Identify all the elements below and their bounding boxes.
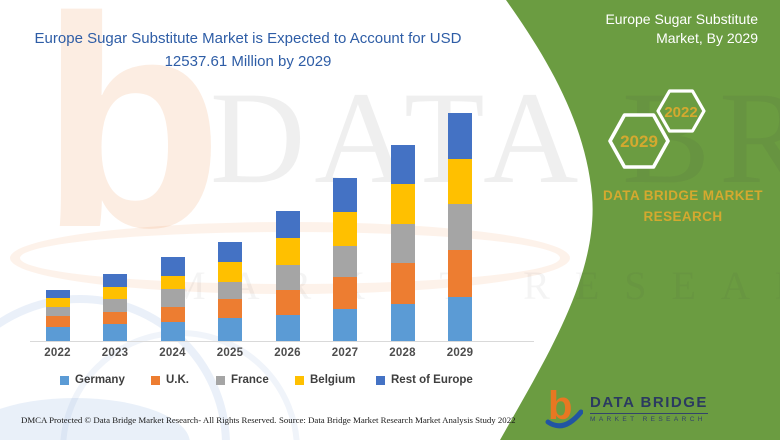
legend-item-rest-of-europe: Rest of Europe [376,371,473,389]
bar-segment-france [448,204,472,250]
x-axis-label-2022: 2022 [44,347,71,359]
bar-segment-u-k- [448,249,472,297]
bar-segment-rest-of-europe [390,145,415,185]
bar-segment-france [275,265,300,290]
bar-segment-belgium [275,238,300,266]
panel-brand-name: DATA BRIDGE MARKET RESEARCH [595,186,771,228]
bar-segment-belgium [45,298,70,307]
bar-segment-belgium [103,286,127,300]
dbmr-logo-name: DATA BRIDGE [590,393,708,411]
legend-swatch-icon [295,375,304,385]
bar-segment-france [390,224,415,263]
bar-segment-germany [448,296,472,341]
x-axis-label-2026: 2026 [274,347,301,359]
footer-source: Source: Data Bridge Market Research Mark… [279,415,516,425]
dbmr-logo-tagline: MARKET RESEARCH [590,413,708,423]
bar-2024 [160,256,185,341]
dbmr-logo: b DATA BRIDGE MARKET RESEARCH [545,386,708,432]
bar-segment-germany [333,308,357,341]
bar-segment-germany [390,303,415,341]
legend-swatch-icon [151,375,160,385]
x-axis-label-2024: 2024 [159,347,186,359]
x-axis-label-2027: 2027 [331,347,359,359]
hexagon-large-year-label: 2029 [620,132,658,151]
chart-legend: Germany U.K. France Belgium Rest of Europe [0,371,540,389]
bar-segment-germany [218,318,242,341]
legend-label: U.K. [166,374,189,386]
bar-segment-germany [160,321,185,341]
legend-swatch-icon [376,375,385,385]
bar-segment-belgium [160,275,185,290]
green-side-panel [500,0,780,440]
legend-swatch-icon [216,375,225,385]
legend-item-belgium: Belgium [295,371,355,389]
hexagon-small-year-label: 2022 [664,104,697,121]
panel-brand-line2: RESEARCH [643,208,723,224]
bar-2026 [275,211,300,341]
legend-label: Belgium [310,374,356,386]
x-axis-label-2028: 2028 [389,347,416,359]
bar-segment-rest-of-europe [103,273,127,287]
bar-segment-rest-of-europe [218,242,242,262]
bar-segment-u-k- [275,289,300,316]
bar-segment-germany [275,315,300,341]
legend-item-france: France [216,371,269,389]
bar-segment-rest-of-europe [275,211,300,239]
footer-copyright: DMCA Protected © Data Bridge Market Rese… [21,415,277,425]
bar-segment-france [218,281,242,299]
bar-segment-germany [103,323,127,341]
bar-segment-rest-of-europe [448,113,472,160]
x-axis-label-2023: 2023 [101,347,129,359]
bar-segment-u-k- [333,276,357,309]
bar-2027 [333,178,357,341]
bar-segment-france [45,307,70,316]
bar-segment-rest-of-europe [45,290,70,299]
bar-segment-germany [45,327,70,341]
chart-title: Europe Sugar Substitute Market is Expect… [34,30,462,71]
bar-segment-france [333,245,357,277]
bar-segment-rest-of-europe [333,178,357,212]
panel-heading: Europe Sugar Substitute Market, By 2029 [605,11,758,46]
bar-segment-u-k- [390,262,415,304]
green-panel-shape [500,0,780,440]
legend-label: Germany [75,374,125,386]
x-axis-labels: 2022 2023 2024 2025 2026 2027 2028 2029 [30,347,534,363]
bar-2023 [103,273,127,341]
bar-segment-belgium [333,211,357,246]
bar-segment-belgium [390,184,415,225]
bar-segment-france [160,289,185,307]
bar-2029 [448,113,472,341]
bar-segment-france [103,299,127,312]
legend-item-germany: Germany [60,371,125,389]
bar-segment-belgium [448,159,472,205]
legend-label: Rest of Europe [391,374,473,386]
bar-segment-u-k- [45,316,70,327]
legend-label: France [231,374,269,386]
bar-chart [30,85,534,342]
bar-segment-u-k- [103,312,127,324]
panel-brand-line1: DATA BRIDGE MARKET [603,188,763,203]
bar-segment-belgium [218,261,242,282]
bar-segment-u-k- [160,306,185,322]
hexagon-2022-icon [656,89,706,133]
bar-2028 [390,145,415,341]
hexagon-years-graphic: 2029 2022 [608,89,706,169]
bar-segment-rest-of-europe [160,256,185,276]
legend-item-u-k-: U.K. [151,371,189,389]
bar-segment-u-k- [218,298,242,319]
hexagon-2029-icon [608,113,670,169]
x-axis-label-2029: 2029 [446,347,474,359]
bar-2025 [218,242,242,341]
dbmr-logo-icon: b [545,386,583,429]
x-axis-label-2025: 2025 [216,347,244,359]
legend-swatch-icon [60,375,69,385]
bar-2022 [45,290,70,341]
